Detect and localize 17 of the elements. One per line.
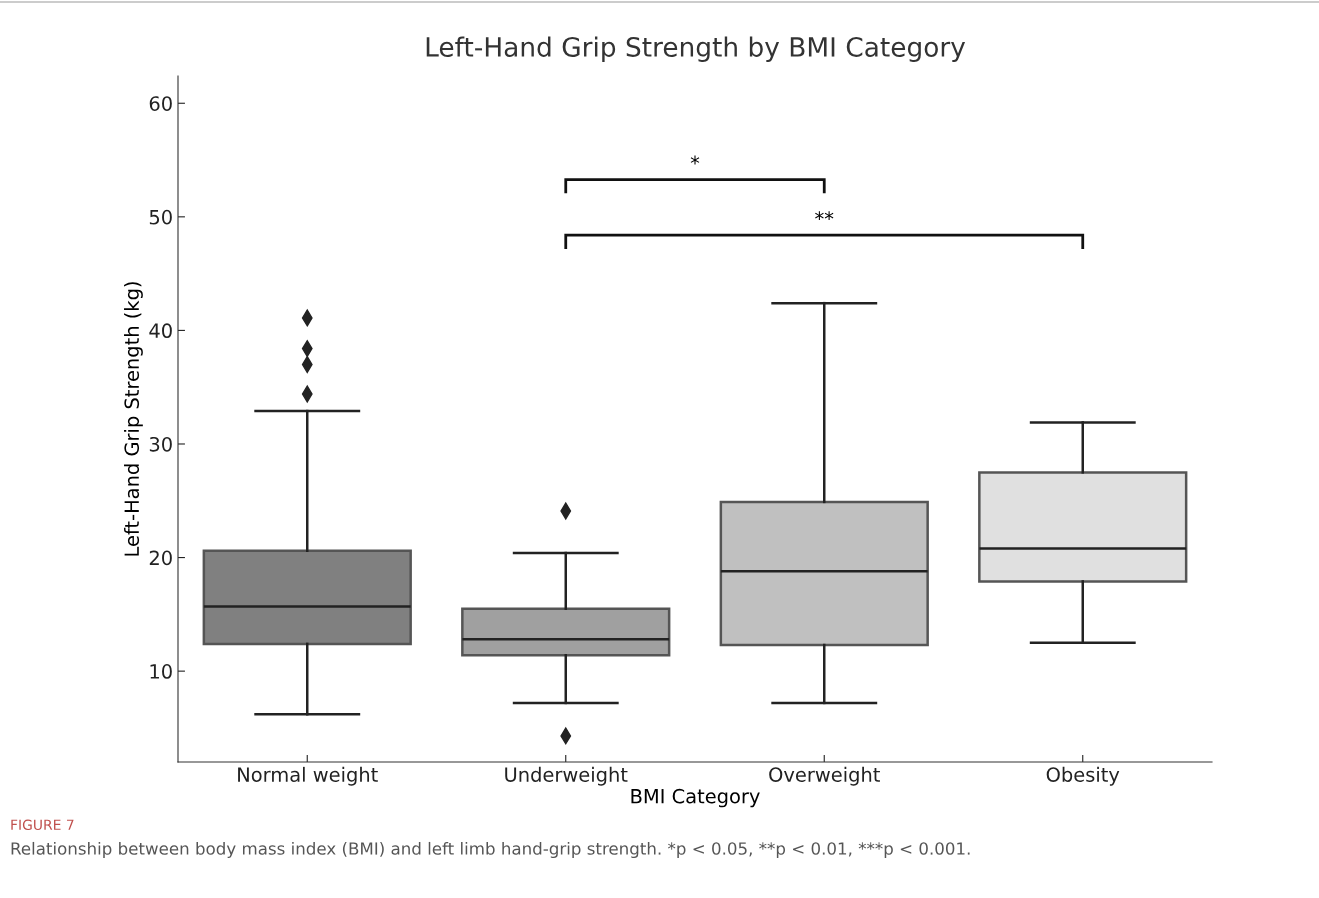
y-tick-label: 20 [149, 550, 172, 566]
annotation: ** [815, 211, 834, 221]
x-tick-label: Normal weight [238, 766, 378, 786]
text: Relationship between body mass index (BMI) and left limb hand-grip strength. *p < 0.05, **p < 0.01, ***p < 0.001. [11, 841, 970, 859]
x-axis-title: BMI Category [631, 788, 760, 808]
y-axis-title: Left-Hand Grip Strength (kg) [124, 282, 143, 556]
y-tick-label: 60 [149, 96, 172, 111]
y-tick-label: 10 [150, 664, 172, 679]
y-tick-label: 30 [149, 436, 172, 452]
x-tick-label: Underweight [505, 766, 628, 786]
chart-title: Left-Hand Grip Strength by BMI Category [426, 36, 966, 63]
x-tick-label: Obesity [1046, 766, 1120, 786]
x-tick-label: Overweight [769, 766, 880, 786]
y-tick-label: 40 [149, 323, 172, 339]
annotation: * [690, 155, 700, 165]
y-tick-label: 50 [149, 209, 172, 225]
caption: FIGURE 7 [11, 819, 74, 831]
